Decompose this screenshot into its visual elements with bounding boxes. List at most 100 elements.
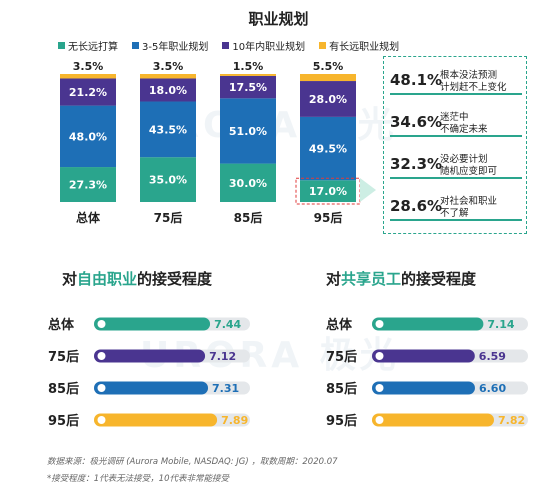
callout-underline [390, 135, 522, 137]
data-label: 43.5% [149, 123, 187, 136]
legend: 无长远打算 3-5年职业规划 10年内职业规划 有长远职业规划 [58, 38, 399, 53]
callout-pct: 28.6% [390, 197, 443, 215]
data-label: 21.2% [69, 86, 107, 99]
data-label: 5.5% [313, 60, 344, 73]
callout-text: 对社会和职业 [440, 196, 498, 207]
callout-pct: 34.6% [390, 113, 443, 131]
legend-swatch [58, 42, 65, 49]
callout-box: 48.1% 根本没法预测 计划赶不上变化 34.6% 迷茫中 不确定未来 32.… [383, 56, 527, 234]
data-label: 51.0% [229, 125, 267, 138]
value-label: 7.31 [212, 382, 239, 395]
bar-segment-3 [300, 81, 356, 117]
data-label: 28.0% [309, 93, 347, 106]
bar-segment-2 [300, 116, 356, 181]
category-label: 85后 [326, 381, 357, 397]
bar-dot [375, 416, 384, 424]
legend-item-3: 10年内职业规划 [222, 38, 305, 53]
data-label: 35.0% [149, 174, 187, 187]
bar-dot [375, 320, 384, 328]
category-label: 总体 [48, 317, 75, 333]
bar-segment-2 [60, 105, 116, 168]
callout-text: 根本没法预测 [440, 70, 498, 81]
callout-text: 不确定未来 [440, 124, 488, 135]
callout-pct: 48.1% [390, 71, 443, 89]
value-label: 6.59 [479, 350, 506, 363]
category-label: 75后 [326, 349, 357, 365]
callout-underline [390, 219, 522, 221]
legend-item-1: 无长远打算 [58, 38, 118, 53]
chart-title: 职业规划 [248, 10, 309, 28]
bar-segment-2 [220, 98, 276, 164]
category-label: 95后 [314, 210, 343, 225]
data-label: 48.0% [69, 130, 107, 143]
bar-segment-3 [60, 78, 116, 106]
legend-label: 有长远职业规划 [329, 42, 400, 53]
source-note: 数据来源：极光调研 (Aurora Mobile, NASDAQ: JG) ，取… [47, 457, 338, 467]
legend-label: 10年内职业规划 [232, 42, 306, 53]
bar-dot [375, 384, 384, 392]
legend-item-4: 有长远职业规划 [319, 38, 399, 53]
value-label: 7.89 [221, 414, 248, 427]
data-label: 3.5% [73, 60, 104, 73]
arrow-icon [360, 178, 376, 202]
category-label: 75后 [48, 349, 79, 365]
category-label: 95后 [48, 413, 79, 429]
legend-swatch [319, 42, 327, 49]
bar-segment-4 [300, 74, 356, 82]
data-label: 27.3% [69, 179, 107, 192]
section-title-suffix: 的接受程度 [137, 270, 213, 288]
bar-segment-3 [220, 75, 276, 99]
bar-segment-1 [140, 157, 196, 202]
section-title-highlight: 共享员工 [341, 270, 402, 288]
data-label: 18.0% [149, 84, 187, 97]
category-label: 总体 [76, 210, 101, 225]
bar [372, 413, 494, 427]
bar-dot [375, 352, 384, 360]
value-label: 6.60 [479, 382, 506, 395]
section-title-shared-staff: 对共享员工的接受程度 [326, 268, 476, 289]
value-label: 7.82 [498, 414, 525, 427]
category-label: 95后 [326, 413, 357, 429]
bar [94, 381, 209, 395]
bar-segment-4 [140, 74, 196, 79]
callout-text: 不了解 [440, 208, 469, 219]
category-label: 85后 [48, 381, 79, 397]
legend-label: 3-5年职业规划 [142, 42, 209, 53]
bar-segment-1 [60, 167, 116, 202]
bar-dot [97, 352, 106, 360]
category-label: 85后 [234, 210, 263, 225]
legend-item-2: 3-5年职业规划 [132, 38, 208, 53]
section-title-freelance: 对自由职业的接受程度 [62, 268, 212, 289]
scale-note: *接受程度：1代表无法接受，10代表非常能接受 [47, 474, 229, 484]
freelance-acceptance-chart: 总体 7.44 75后 7.12 85后 7.31 95后 7.89 [48, 317, 250, 429]
category-label: 75后 [154, 210, 183, 225]
data-label: 49.5% [309, 143, 347, 156]
legend-label: 无长远打算 [68, 42, 118, 53]
bar-segment-2 [140, 101, 196, 158]
bar-segment-4 [60, 74, 116, 79]
bar [372, 317, 484, 331]
value-label: 7.12 [209, 350, 236, 363]
bar-segment-1 [220, 163, 276, 202]
bar [94, 413, 218, 427]
callout-text: 没必要计划 [440, 154, 488, 165]
legend-swatch [222, 42, 230, 49]
section-title-highlight: 自由职业 [77, 270, 138, 288]
section-title-prefix: 对 [326, 270, 342, 288]
callout-underline [390, 177, 522, 179]
bar-segment-1 [300, 180, 356, 202]
value-label: 7.44 [214, 318, 241, 331]
bar-segment-4 [220, 74, 276, 76]
shared-staff-acceptance-chart: 总体 7.14 75后 6.59 85后 6.60 95后 7.82 [326, 317, 528, 429]
data-label: 17.0% [309, 185, 347, 198]
stacked-bar-chart: 27.3% 48.0% 21.2% 3.5% 总体 35.0% 43.5% 18.0% 3.5%… [60, 60, 376, 225]
callout-text: 随机应变即可 [440, 166, 498, 177]
data-label: 3.5% [153, 60, 184, 73]
callout-underline [390, 93, 522, 95]
bar-dot [97, 320, 106, 328]
bar-segment-3 [140, 78, 196, 102]
section-title-suffix: 的接受程度 [401, 270, 477, 288]
section-title-prefix: 对 [62, 270, 78, 288]
category-label: 总体 [326, 317, 353, 333]
data-label: 1.5% [233, 60, 264, 73]
